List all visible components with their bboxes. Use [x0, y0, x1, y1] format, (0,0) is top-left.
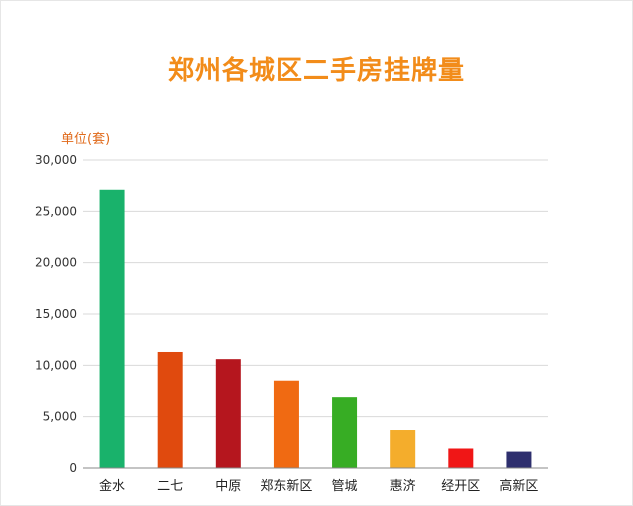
y-tick-label: 30,000 — [35, 153, 77, 167]
bar-5 — [332, 397, 358, 468]
y-tick-label: 10,000 — [35, 358, 77, 372]
bar-3 — [215, 359, 241, 468]
x-tick-label: 管城 — [332, 479, 358, 494]
grid-lines — [83, 159, 548, 418]
bar-8 — [506, 451, 532, 468]
x-tick-label: 经开区 — [441, 479, 480, 494]
y-axis-unit-label: 单位(套) — [61, 132, 111, 147]
bar-6 — [390, 430, 416, 468]
bar-2 — [157, 351, 183, 468]
bar-7 — [448, 448, 474, 468]
y-tick-label: 0 — [69, 461, 77, 475]
y-tick-label: 25,000 — [35, 204, 77, 218]
x-tick-labels: 金水 二七 中原 郑东新区 管城 惠济 经开区 高新区 — [99, 478, 538, 494]
x-tick-label: 惠济 — [390, 479, 416, 494]
x-tick-label: 中原 — [215, 479, 241, 494]
chart-title: 郑州各城区二手房挂牌量 — [167, 56, 465, 86]
x-tick-label: 金水 — [99, 478, 125, 494]
x-tick-label: 高新区 — [499, 478, 538, 494]
bar-1 — [99, 189, 125, 469]
bars — [99, 189, 532, 469]
y-tick-label: 5,000 — [43, 410, 77, 424]
x-tick-label: 二七 — [157, 479, 183, 494]
x-tick-label: 郑东新区 — [260, 478, 312, 494]
y-tick-label: 15,000 — [35, 307, 77, 321]
bar-4 — [273, 380, 299, 468]
y-tick-labels: 0 5,000 10,000 15,000 20,000 25,000 30,000 — [35, 153, 77, 475]
y-tick-label: 20,000 — [35, 256, 77, 270]
